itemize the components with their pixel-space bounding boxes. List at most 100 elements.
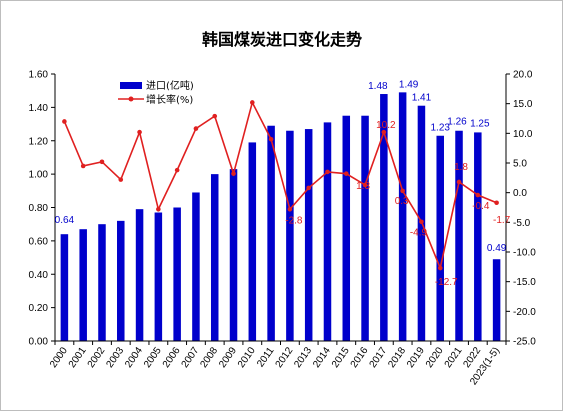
x-tick-label: 2000 xyxy=(48,345,70,370)
right-tick-label: 10.0 xyxy=(513,129,533,140)
data-labels: 0.64 1.48 1.49 1.41 1.231.26 1.25 0.49 -2.8 1.3 1… xyxy=(55,79,511,288)
bar xyxy=(436,135,444,341)
bar xyxy=(492,259,501,341)
right-tick-label: -5.0 xyxy=(513,218,531,229)
x-tick-label: 2003 xyxy=(104,345,126,370)
x-tick-label: 2011 xyxy=(255,345,277,369)
bar xyxy=(267,125,275,341)
line-point xyxy=(62,119,67,124)
line-point xyxy=(475,192,481,198)
x-tick-label: 2017 xyxy=(368,345,390,370)
bar-data-label: 1.49 xyxy=(399,79,419,90)
left-tick-label: 1.40 xyxy=(29,103,49,114)
legend-bar-label: 进口(亿吨) xyxy=(146,79,194,92)
line-data-label: -0.4 xyxy=(472,201,490,212)
bar xyxy=(154,212,163,341)
line-data-label: -12.7 xyxy=(435,277,458,288)
bar-data-label: 0.49 xyxy=(487,243,507,254)
x-tick-label: 2018 xyxy=(386,345,408,370)
bar xyxy=(361,115,369,341)
bar xyxy=(474,132,482,341)
right-tick-label: -15.0 xyxy=(513,277,536,288)
left-tick-label: 0.60 xyxy=(29,236,49,247)
x-tick-label: 2010 xyxy=(236,345,258,370)
line-point xyxy=(362,182,368,188)
x-tick-label: 2005 xyxy=(142,345,164,370)
right-tick-label: 20.0 xyxy=(513,70,533,81)
chart-title: 韩国煤炭进口变化走势 xyxy=(202,30,362,49)
right-tick-label: 0.0 xyxy=(513,188,527,199)
bar xyxy=(455,130,463,341)
x-tick-label: 2008 xyxy=(198,345,220,370)
bar xyxy=(98,224,106,341)
bar xyxy=(135,209,144,341)
bar xyxy=(229,169,238,341)
line-point xyxy=(268,136,274,142)
line-point xyxy=(137,129,142,135)
line-point xyxy=(99,159,105,165)
x-tick-label: 2004 xyxy=(123,345,145,370)
line-point xyxy=(456,179,462,185)
line-data-label: 0.3 xyxy=(395,196,409,207)
growth-rate-line xyxy=(63,100,497,271)
bar xyxy=(173,207,181,341)
line-point xyxy=(80,163,86,169)
line-point xyxy=(193,126,199,131)
x-tick-label: 2012 xyxy=(274,345,296,370)
line-data-label: 1.8 xyxy=(454,162,468,173)
x-tick-label: 2019 xyxy=(405,345,427,370)
bar xyxy=(248,142,257,341)
legend: 进口(亿吨) 增长率(%) xyxy=(118,79,194,106)
x-tick-label: 2009 xyxy=(217,345,239,370)
bar xyxy=(323,122,332,341)
x-tick-label: 2007 xyxy=(180,345,202,370)
bar xyxy=(380,94,388,342)
left-tick-label: 1.00 xyxy=(29,170,49,181)
bar-data-label: 1.41 xyxy=(412,93,432,104)
left-tick-label: 1.60 xyxy=(29,70,49,81)
legend-line-label: 增长率(%) xyxy=(146,93,193,106)
bar xyxy=(210,174,219,341)
x-tick-label: 2015 xyxy=(330,345,352,370)
bar xyxy=(286,130,294,341)
bar xyxy=(60,234,69,341)
line-point xyxy=(287,206,293,212)
x-tick-label: 2013 xyxy=(292,345,314,370)
x-tick-label: 2014 xyxy=(311,345,333,370)
line-point xyxy=(156,206,161,212)
legend-bar-swatch xyxy=(120,82,142,89)
bar xyxy=(342,115,351,341)
line-point xyxy=(400,188,405,194)
bar xyxy=(304,129,313,341)
bar xyxy=(117,220,125,341)
line-point xyxy=(306,185,311,191)
left-tick-label: 0.20 xyxy=(29,303,49,314)
right-tick-label: 15.0 xyxy=(513,99,533,110)
bar xyxy=(398,92,407,341)
line-point xyxy=(381,129,387,135)
bar xyxy=(79,229,87,341)
bar xyxy=(192,192,200,341)
bar-data-label: 1.25 xyxy=(470,118,490,129)
line-point xyxy=(212,113,218,119)
x-tick-label: 2020 xyxy=(424,345,446,370)
line-data-label: 10.2 xyxy=(376,120,396,131)
line-series xyxy=(62,100,499,271)
x-tick-label: 2001 xyxy=(67,345,89,370)
left-tick-label: 0.00 xyxy=(29,337,49,348)
right-tick-label: 5.0 xyxy=(513,159,527,170)
bar-data-label: 1.26 xyxy=(447,117,467,128)
line-data-label: -2.8 xyxy=(285,215,303,226)
line-point xyxy=(231,171,236,176)
right-tick-label: -25.0 xyxy=(513,337,536,348)
left-tick-label: 0.80 xyxy=(29,203,49,214)
right-tick-label: -10.0 xyxy=(513,248,536,259)
left-tick-label: 1.20 xyxy=(29,136,49,147)
x-tick-label: 2002 xyxy=(86,345,108,370)
line-data-label: 1.3 xyxy=(356,181,370,192)
right-tick-label: -20.0 xyxy=(513,307,536,318)
line-point xyxy=(437,265,443,271)
line-point xyxy=(325,169,330,175)
